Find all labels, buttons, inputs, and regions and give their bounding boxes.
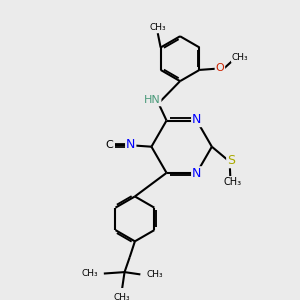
Text: N: N <box>192 167 201 180</box>
Text: CH₃: CH₃ <box>232 53 248 62</box>
Text: N: N <box>192 113 201 126</box>
Text: CH₃: CH₃ <box>82 269 98 278</box>
Text: C: C <box>106 140 114 150</box>
Text: O: O <box>215 63 224 73</box>
Text: CH₃: CH₃ <box>224 177 242 188</box>
Text: HN: HN <box>144 95 160 105</box>
Text: CH₃: CH₃ <box>146 270 163 279</box>
Text: CH₃: CH₃ <box>113 293 130 300</box>
Text: CH₃: CH₃ <box>149 23 166 32</box>
Text: N: N <box>126 138 135 151</box>
Text: S: S <box>227 154 235 167</box>
